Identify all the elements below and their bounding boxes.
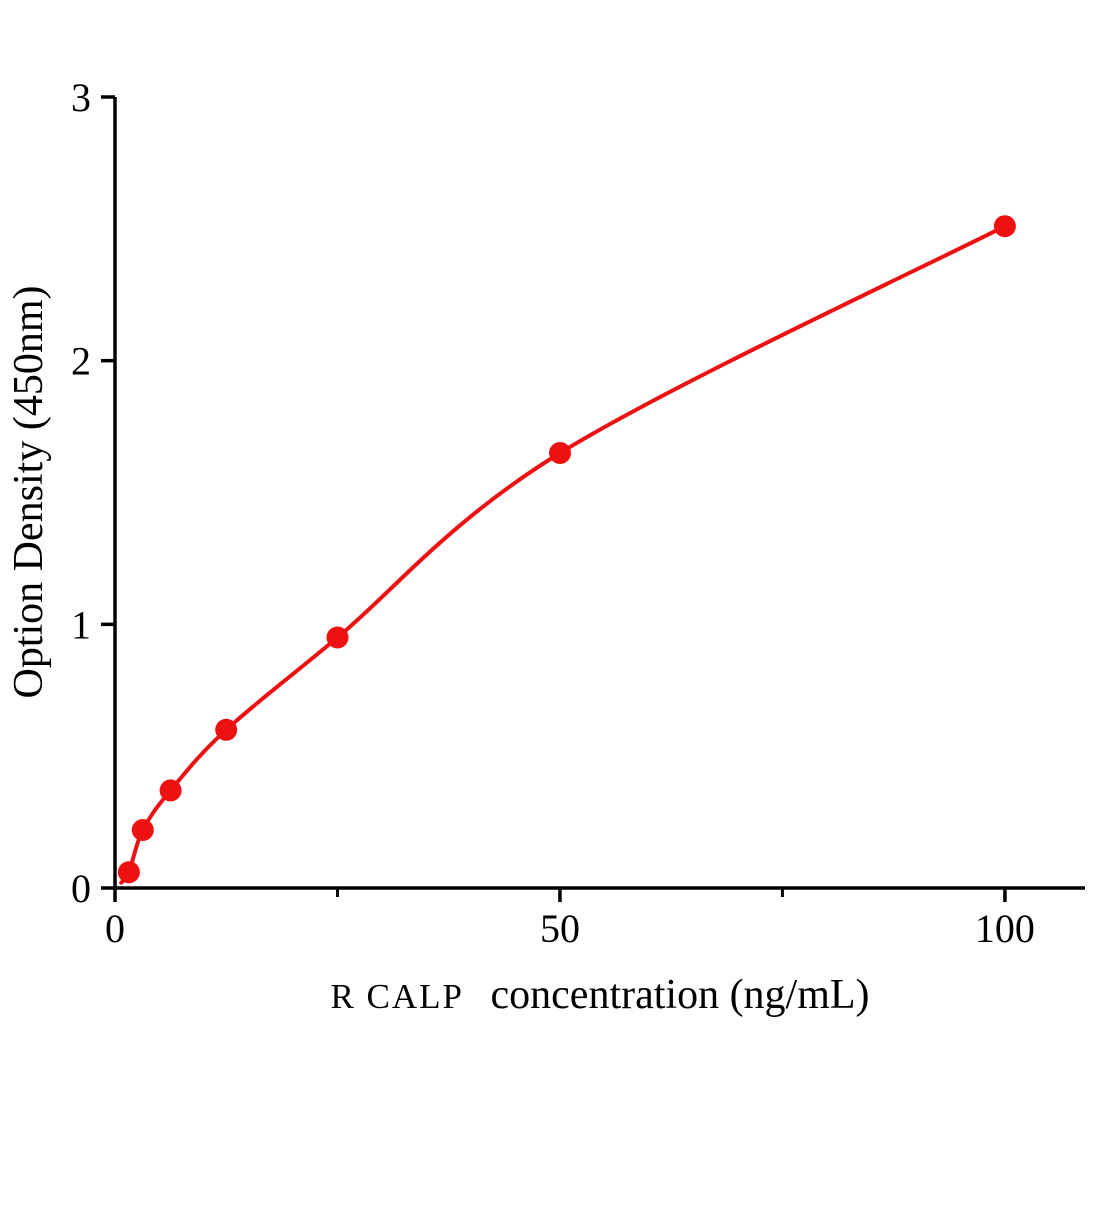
data-point	[159, 779, 182, 802]
x-axis-title-prefix: R CALP	[330, 977, 464, 1016]
data-point	[993, 215, 1016, 238]
data-point	[117, 861, 140, 884]
y-axis-title: Option Density (450nm)	[6, 286, 52, 699]
fit-curve	[119, 224, 1007, 885]
data-point	[549, 442, 571, 464]
plot-layer: 0 50 100 0 1 2 3	[71, 75, 1085, 951]
x-tick-label: 0	[105, 906, 125, 951]
data-point	[215, 718, 238, 741]
data-point	[131, 819, 154, 841]
x-tick-label: 50	[540, 906, 580, 951]
y-tick-label: 0	[71, 866, 91, 911]
y-tick-label: 3	[71, 75, 91, 120]
x-axis-title: R CALP concentration (ng/mL)	[330, 972, 869, 1018]
y-tick-label: 1	[71, 602, 91, 647]
data-point	[326, 626, 349, 649]
x-axis-title-rest: concentration (ng/mL)	[491, 972, 870, 1018]
x-tick-label: 100	[975, 906, 1035, 951]
y-tick-label: 2	[71, 339, 91, 384]
